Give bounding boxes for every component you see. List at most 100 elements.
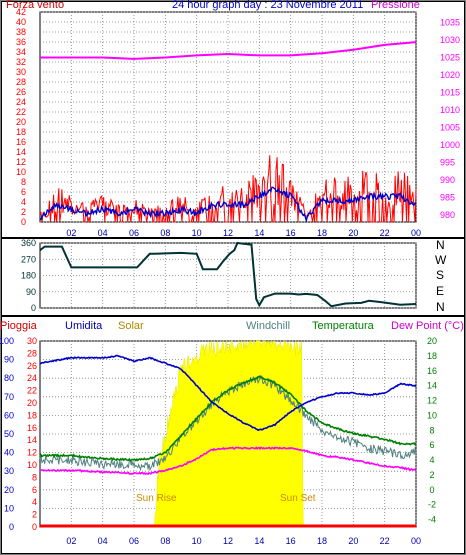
- dewpoint-header: Dew Point (°C): [391, 320, 464, 332]
- left-tick-label: 26: [16, 87, 26, 97]
- x-tick-label: 18: [317, 536, 327, 546]
- rain-tick-label: 2: [32, 510, 37, 520]
- x-tick-label: 10: [192, 536, 202, 546]
- rain-tick-label: 4: [32, 497, 37, 507]
- x-tick-label: 14: [254, 536, 264, 546]
- direction-tick-label: 360: [21, 238, 36, 248]
- x-tick-label: 04: [98, 228, 108, 238]
- rain-tick-label: 20: [27, 398, 37, 408]
- left-tick-label: 20: [16, 117, 26, 127]
- solar-header: Solar: [118, 320, 144, 332]
- humidity-tick-label: 100: [0, 336, 14, 346]
- compass-west: W: [435, 253, 447, 267]
- temperature-tick-label: 2: [429, 470, 434, 480]
- temperature-humidity-chart: 02 04 06 08 10 12 14 16 18 20 22 000102030405060708…: [0, 336, 437, 546]
- left-tick-label: 2: [21, 207, 26, 217]
- x-tick-label: 20: [348, 228, 358, 238]
- humidity-header: Umidita: [65, 320, 103, 332]
- rain-tick-label: 6: [32, 485, 37, 495]
- compass-south: S: [436, 268, 445, 282]
- left-tick-label: 36: [16, 37, 26, 47]
- x-tick-label: 16: [286, 228, 296, 238]
- right-tick-label: 1000: [440, 140, 460, 150]
- direction-panel-border: [1, 238, 465, 316]
- humidity-tick-label: 40: [4, 448, 14, 458]
- direction-tick-label: 180: [21, 271, 36, 281]
- right-tick-label: 980: [440, 210, 455, 220]
- left-tick-label: 32: [16, 57, 26, 67]
- temperature-tick-label: 8: [429, 425, 434, 435]
- temperature-tick-label: 16: [427, 366, 437, 376]
- humidity-tick-label: 60: [4, 410, 14, 420]
- humidity-tick-label: 10: [4, 503, 14, 513]
- right-tick-label: 990: [440, 175, 455, 185]
- compass-north: N: [436, 238, 445, 252]
- right-tick-label: 1025: [440, 53, 460, 63]
- left-tick-label: 12: [16, 157, 26, 167]
- direction-tick-label: 90: [26, 287, 36, 297]
- temperature-tick-label: 18: [427, 351, 437, 361]
- temperature-tick-label: -4: [428, 515, 436, 525]
- x-tick-label: 02: [66, 228, 76, 238]
- x-tick-label: 00: [411, 228, 421, 238]
- x-tick-label: 22: [380, 536, 390, 546]
- rain-tick-label: 30: [27, 336, 37, 346]
- x-tick-label: 08: [160, 536, 170, 546]
- temperature-panel-border: [1, 316, 465, 554]
- right-tick-label: 985: [440, 193, 455, 203]
- series-windchill-line: [39, 374, 417, 472]
- series-pressure-line: [40, 41, 417, 60]
- x-tick-label: 20: [348, 536, 358, 546]
- series-direction-line: [39, 241, 417, 308]
- temperature-tick-label: 14: [427, 381, 437, 391]
- series-dewpoint-line: [39, 446, 417, 476]
- left-tick-label: 8: [21, 177, 26, 187]
- left-tick-label: 16: [16, 137, 26, 147]
- temperature-tick-label: 4: [429, 455, 434, 465]
- right-tick-label: 1035: [440, 18, 460, 28]
- temperature-tick-label: -2: [428, 500, 436, 510]
- left-tick-label: 14: [16, 147, 26, 157]
- rain-header: Pioggia: [0, 320, 37, 332]
- x-tick-label: 18: [317, 228, 327, 238]
- left-tick-label: 34: [16, 47, 26, 57]
- pressure-header: Pressione: [371, 0, 420, 11]
- wind-direction-chart: 0 90 180 270 360: [21, 238, 417, 313]
- right-tick-label: 1010: [440, 105, 460, 115]
- series-temperature-line: [39, 375, 417, 462]
- humidity-tick-label: 80: [4, 373, 14, 383]
- left-tick-label: 4: [21, 197, 26, 207]
- rain-tick-label: 24: [27, 373, 37, 383]
- wind-speed-header: Forza vento: [6, 0, 65, 11]
- left-tick-label: 10: [16, 167, 26, 177]
- right-tick-label: 1005: [440, 123, 460, 133]
- wind-pressure-chart: 02 04 06 08 10 12 14 16 18 20 22 000246810121416182…: [16, 7, 460, 238]
- humidity-tick-label: 30: [4, 466, 14, 476]
- x-tick-label: 06: [129, 536, 139, 546]
- humidity-tick-label: 90: [4, 355, 14, 365]
- temperature-header: Temperatura: [312, 320, 374, 332]
- windchill-header: Windchill: [246, 320, 291, 332]
- x-tick-label: 14: [254, 228, 264, 238]
- left-tick-label: 40: [16, 17, 26, 27]
- temperature-tick-label: 20: [427, 336, 437, 346]
- humidity-tick-label: 70: [4, 392, 14, 402]
- rain-tick-label: 0: [32, 522, 37, 532]
- x-tick-label: 22: [380, 228, 390, 238]
- left-tick-label: 18: [16, 127, 26, 137]
- rain-tick-label: 22: [27, 386, 37, 396]
- left-tick-label: 38: [16, 27, 26, 37]
- rain-tick-label: 18: [27, 410, 37, 420]
- rain-tick-label: 12: [27, 448, 37, 458]
- x-tick-label: 10: [192, 228, 202, 238]
- x-tick-label: 06: [129, 228, 139, 238]
- direction-tick-label: 270: [21, 254, 36, 264]
- x-tick-label: 02: [66, 536, 76, 546]
- rain-tick-label: 26: [27, 361, 37, 371]
- left-tick-label: 42: [16, 7, 26, 17]
- x-tick-label: 16: [286, 536, 296, 546]
- right-tick-label: 1015: [440, 88, 460, 98]
- right-tick-label: 1030: [440, 35, 460, 45]
- right-tick-label: 1020: [440, 70, 460, 80]
- rain-tick-label: 14: [27, 435, 37, 445]
